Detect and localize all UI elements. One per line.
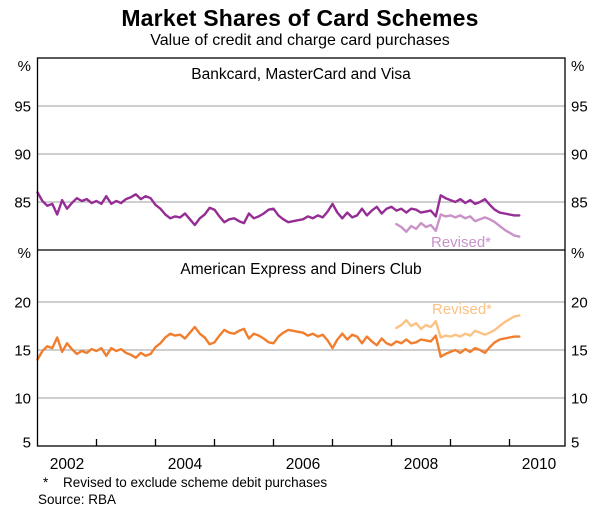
y-tick-label-left: 20: [14, 295, 31, 312]
y-tick-label-right: 15: [571, 343, 588, 360]
y-tick-label-right: 90: [571, 147, 588, 164]
y-tick-label-right: 10: [571, 391, 588, 408]
panel-title-top: Bankcard, MasterCard and Visa: [191, 66, 411, 83]
y-tick-label-left: 10: [14, 391, 31, 408]
x-tick-label: 2006: [286, 456, 320, 473]
y-tick-label-left: 15: [14, 343, 31, 360]
plot-border: [36, 57, 566, 447]
y-tick-label-left: 90: [14, 147, 31, 164]
y-tick-label-left: 85: [14, 195, 31, 212]
revised-label-bottom: Revised*: [432, 301, 492, 318]
y-axis-unit-right: %: [571, 245, 584, 262]
x-tick-label: 2010: [522, 456, 557, 473]
y-tick-label-right: 20: [571, 295, 588, 312]
series-line-original: [36, 325, 521, 361]
series-line-revised: [395, 314, 521, 339]
chart-title: Market Shares of Card Schemes: [121, 5, 479, 31]
x-tick-label: 2002: [50, 456, 84, 473]
panel-title-bottom: American Express and Diners Club: [180, 261, 421, 278]
footnote-line: * Revised to exclude scheme debit purchas…: [38, 474, 578, 491]
y-tick-label-right: 5: [571, 435, 579, 452]
chart-subtitle: Value of credit and charge card purchase…: [150, 32, 450, 49]
y-tick-label-right: 85: [571, 195, 588, 212]
x-tick-label: 2008: [404, 456, 438, 473]
footnote-marker: *: [43, 475, 49, 490]
y-tick-label-left: 95: [14, 99, 31, 116]
source-text: Source: RBA: [38, 492, 117, 507]
series-line-original: [36, 191, 521, 227]
footnote-text: Revised to exclude scheme debit purchase…: [63, 475, 328, 490]
y-tick-label-right: 95: [571, 99, 588, 116]
y-axis-unit-right: %: [571, 58, 584, 75]
y-axis-unit-left: %: [18, 245, 31, 262]
x-tick-label: 2004: [168, 456, 203, 473]
y-axis-unit-left: %: [18, 58, 31, 75]
series-line-revised: [395, 213, 521, 238]
revised-label-top: Revised*: [431, 234, 491, 251]
y-tick-label-left: 5: [23, 435, 31, 452]
footnote-block: * Revised to exclude scheme debit purchas…: [38, 474, 578, 508]
